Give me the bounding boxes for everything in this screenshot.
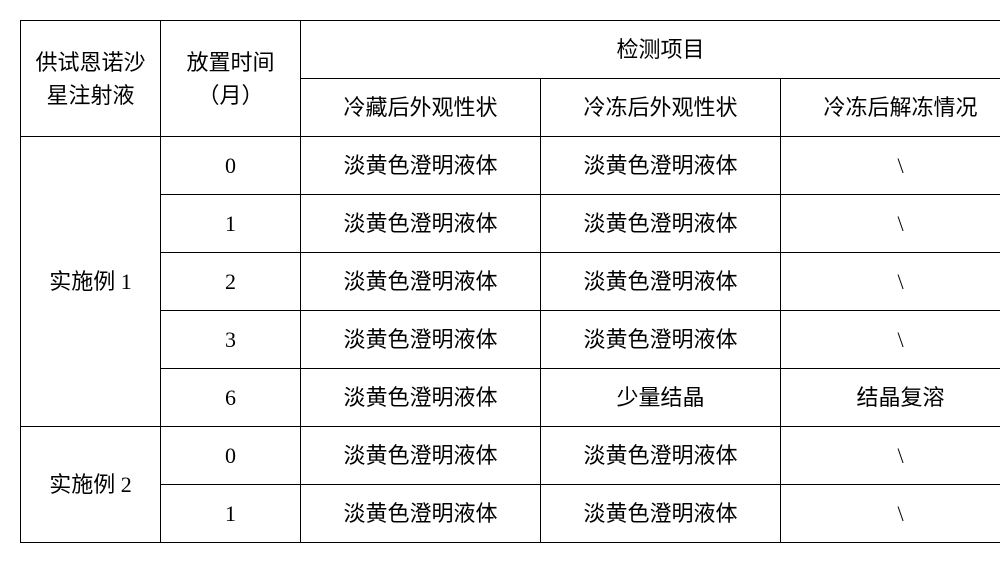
thaw-cell: \ [781, 311, 1000, 369]
month-cell: 1 [161, 485, 301, 543]
freeze-cell: 淡黄色澄明液体 [541, 195, 781, 253]
freeze-cell: 淡黄色澄明液体 [541, 311, 781, 369]
thaw-cell: \ [781, 195, 1000, 253]
header-freeze-appearance: 冷冻后外观性状 [541, 79, 781, 137]
table-row: 实施例 2 0 淡黄色澄明液体 淡黄色澄明液体 \ [21, 427, 1000, 485]
month-cell: 6 [161, 369, 301, 427]
table-header: 供试恩诺沙星注射液 放置时间（月） 检测项目 冷藏后外观性状 冷冻后外观性状 冷… [21, 21, 1000, 137]
thaw-cell: \ [781, 137, 1000, 195]
cold-cell: 淡黄色澄明液体 [301, 311, 541, 369]
cold-cell: 淡黄色澄明液体 [301, 485, 541, 543]
header-time: 放置时间（月） [161, 21, 301, 137]
header-cold-appearance: 冷藏后外观性状 [301, 79, 541, 137]
cold-cell: 淡黄色澄明液体 [301, 137, 541, 195]
thaw-cell: \ [781, 485, 1000, 543]
header-sample: 供试恩诺沙星注射液 [21, 21, 161, 137]
freeze-cell: 淡黄色澄明液体 [541, 253, 781, 311]
month-cell: 1 [161, 195, 301, 253]
header-thaw-status: 冷冻后解冻情况 [781, 79, 1000, 137]
thaw-cell: 结晶复溶 [781, 369, 1000, 427]
month-cell: 0 [161, 427, 301, 485]
cold-cell: 淡黄色澄明液体 [301, 427, 541, 485]
results-table: 供试恩诺沙星注射液 放置时间（月） 检测项目 冷藏后外观性状 冷冻后外观性状 冷… [20, 20, 1000, 543]
table-row: 1 淡黄色澄明液体 淡黄色澄明液体 \ [21, 485, 1000, 543]
table-row: 实施例 1 0 淡黄色澄明液体 淡黄色澄明液体 \ [21, 137, 1000, 195]
freeze-cell: 淡黄色澄明液体 [541, 427, 781, 485]
thaw-cell: \ [781, 427, 1000, 485]
thaw-cell: \ [781, 253, 1000, 311]
cold-cell: 淡黄色澄明液体 [301, 369, 541, 427]
freeze-cell: 淡黄色澄明液体 [541, 485, 781, 543]
table-body: 实施例 1 0 淡黄色澄明液体 淡黄色澄明液体 \ 1 淡黄色澄明液体 淡黄色澄… [21, 137, 1000, 543]
freeze-cell: 少量结晶 [541, 369, 781, 427]
table-row: 3 淡黄色澄明液体 淡黄色澄明液体 \ [21, 311, 1000, 369]
month-cell: 2 [161, 253, 301, 311]
table-row: 6 淡黄色澄明液体 少量结晶 结晶复溶 [21, 369, 1000, 427]
header-test-group: 检测项目 [301, 21, 1000, 79]
table-row: 2 淡黄色澄明液体 淡黄色澄明液体 \ [21, 253, 1000, 311]
group-name-cell: 实施例 1 [21, 137, 161, 427]
table-row: 1 淡黄色澄明液体 淡黄色澄明液体 \ [21, 195, 1000, 253]
month-cell: 0 [161, 137, 301, 195]
group-name-cell: 实施例 2 [21, 427, 161, 543]
month-cell: 3 [161, 311, 301, 369]
cold-cell: 淡黄色澄明液体 [301, 195, 541, 253]
cold-cell: 淡黄色澄明液体 [301, 253, 541, 311]
freeze-cell: 淡黄色澄明液体 [541, 137, 781, 195]
